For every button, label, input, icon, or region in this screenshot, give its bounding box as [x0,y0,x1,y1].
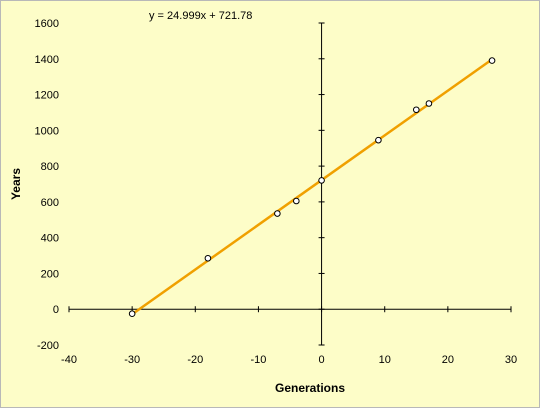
trendline-layer [131,58,493,316]
y-tick-label: 600 [41,197,59,209]
trendline-equation: y = 24.999x + 721.78 [149,10,252,22]
data-point [274,210,281,217]
x-tick-label: -10 [250,354,266,366]
data-point [204,254,212,262]
data-point [293,197,300,205]
x-tick-label: -20 [187,354,203,366]
y-tick-label: -200 [37,340,59,352]
y-tick-label: 400 [41,233,59,245]
y-tick-label: 1000 [35,125,59,137]
y-tick-label: 200 [41,268,59,280]
x-tick-label: 10 [379,354,391,366]
x-tick-label: 20 [442,354,454,366]
labels: -40 -30 -20 -10 0 10 20 30 -200 0 200 400 600 800 1000… [9,10,517,395]
y-tick-label: 0 [53,304,59,316]
y-axis-title: Years [9,168,23,200]
data-point [318,177,325,184]
data-points [128,57,496,317]
x-axis-title: Generations [275,381,345,395]
x-tick-label: -40 [61,354,77,366]
y-tick-label: 1400 [35,54,59,66]
x-tick-label: -30 [124,354,140,366]
data-point [425,100,433,107]
trendline [131,58,493,316]
y-tick-label: 1600 [35,18,59,30]
y-tick-label: 1200 [35,90,59,102]
data-point [128,310,136,317]
y-tick-label: 800 [41,161,59,173]
x-tick-label: 30 [505,354,517,366]
x-tick-label: 0 [319,354,325,366]
data-point [375,136,382,144]
data-point [488,57,496,64]
data-point [412,106,420,114]
axes [68,22,512,346]
